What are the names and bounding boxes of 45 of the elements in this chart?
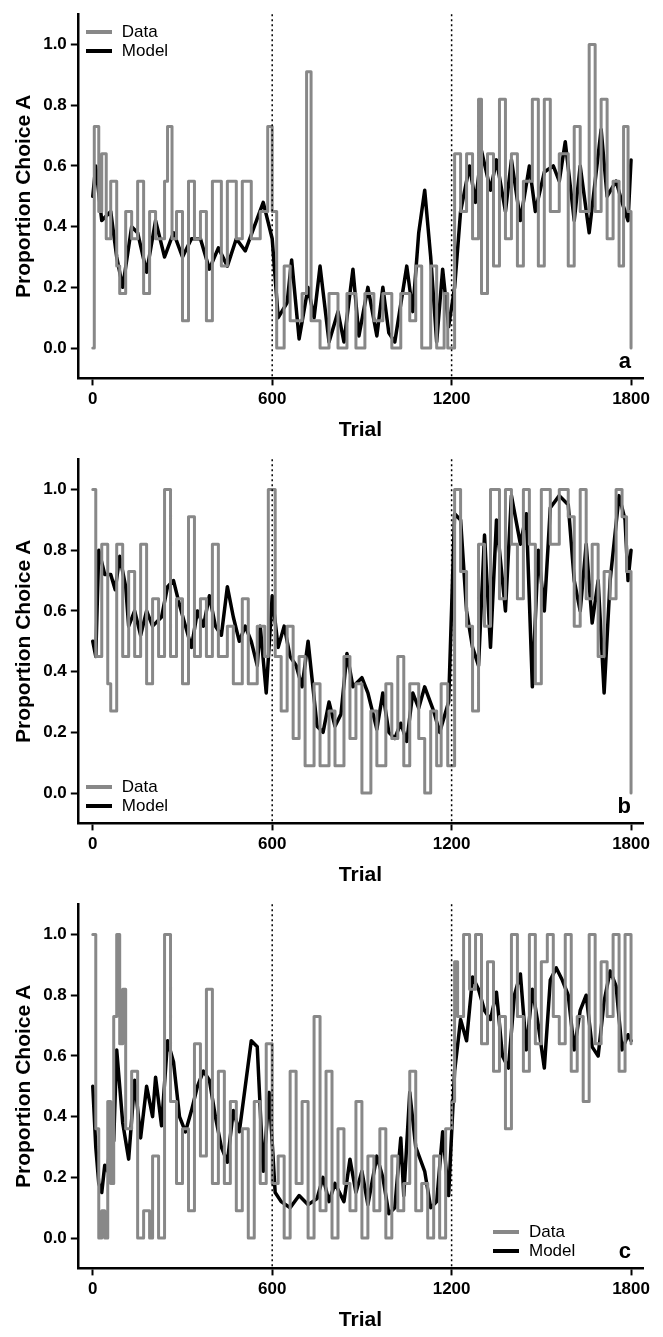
legend-label: Model — [529, 1241, 576, 1261]
annotation: a — [618, 348, 632, 374]
x-tick-label: 1200 — [432, 389, 471, 409]
y-tick-label: 0.2 — [43, 277, 67, 297]
x-tick-label: 0 — [88, 1279, 98, 1299]
x-axis-title: Trial — [338, 862, 383, 886]
x-tick-label: 1800 — [612, 389, 650, 409]
y-tick-label: 1.0 — [43, 34, 67, 54]
y-axis-title: Proportion Choice A — [11, 94, 35, 298]
x-tick-label: 1800 — [612, 1279, 650, 1299]
y-axis-title: Proportion Choice A — [11, 984, 35, 1188]
legend-label: Model — [121, 41, 169, 61]
x-axis-title: Trial — [338, 1307, 383, 1331]
x-tick-label: 600 — [258, 834, 287, 854]
y-tick-label: 0.8 — [43, 984, 67, 1004]
y-tick-label: 0.4 — [43, 216, 68, 236]
y-tick-label: 0.6 — [43, 1045, 67, 1065]
x-tick-label: 0 — [88, 834, 98, 854]
y-tick-label: 0.4 — [43, 661, 68, 681]
annotation: c — [618, 1238, 631, 1264]
x-axis-title: Trial — [338, 417, 383, 441]
y-tick-label: 0.6 — [43, 155, 67, 175]
y-tick-label: 0.6 — [43, 600, 67, 620]
annotation: b — [617, 793, 631, 819]
x-tick-label: 600 — [258, 1279, 287, 1299]
x-tick-label: 600 — [258, 389, 287, 409]
y-tick-label: 0.8 — [43, 539, 67, 559]
y-tick-label: 0.0 — [43, 1227, 67, 1247]
x-tick-label: 0 — [88, 389, 98, 409]
x-tick-label: 1200 — [432, 1279, 471, 1299]
x-tick-label: 1200 — [432, 834, 471, 854]
y-tick-label: 0.8 — [43, 94, 67, 114]
y-axis-title: Proportion Choice A — [11, 539, 35, 743]
y-tick-label: 1.0 — [43, 479, 67, 499]
y-tick-label: 1.0 — [43, 924, 67, 944]
legend-label: Data — [121, 777, 158, 797]
legend-label: Data — [529, 1222, 565, 1242]
x-tick-label: 1800 — [612, 834, 650, 854]
y-tick-label: 0.0 — [43, 782, 67, 802]
y-tick-label: 0.2 — [43, 722, 67, 742]
legend-label: Model — [121, 796, 169, 816]
y-tick-label: 0.0 — [43, 337, 67, 357]
y-tick-label: 0.2 — [43, 1167, 67, 1187]
legend-label: Data — [121, 22, 158, 42]
y-tick-label: 0.4 — [43, 1106, 68, 1126]
